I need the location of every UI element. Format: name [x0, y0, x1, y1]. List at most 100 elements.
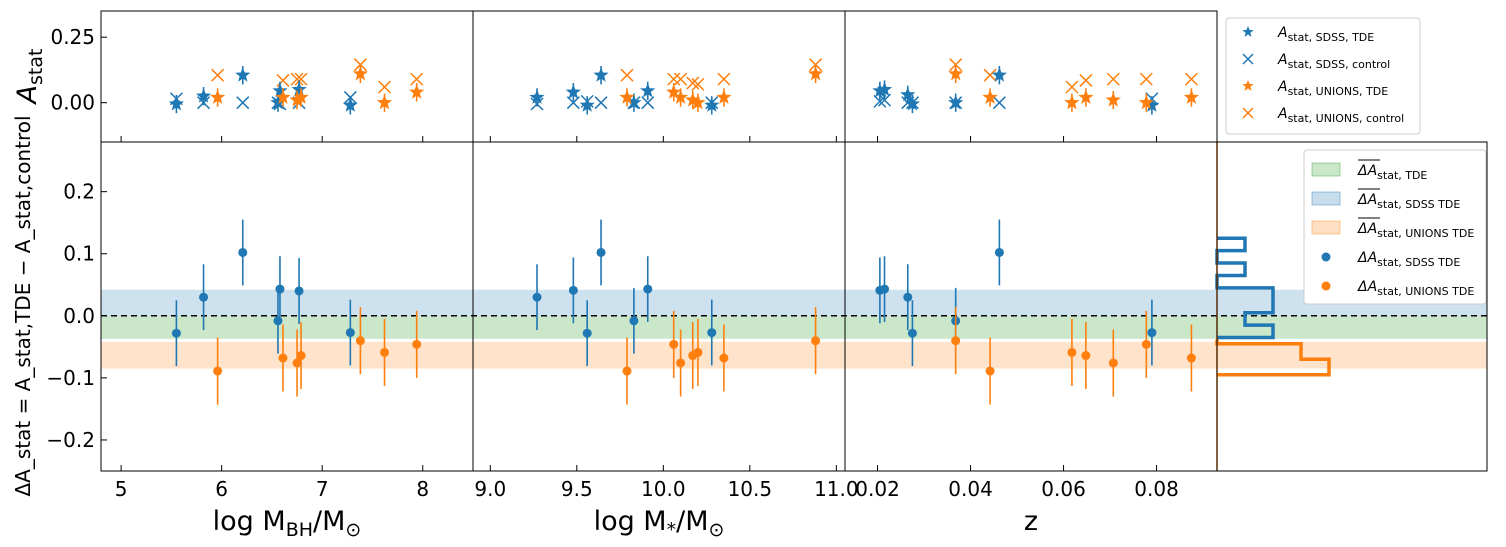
unions-delta-point	[1067, 347, 1077, 357]
unions-tde-star	[1183, 89, 1199, 104]
legend-label-main: ΔA	[1357, 221, 1377, 237]
x-tick-label: 5	[115, 477, 128, 501]
sdss-control-marker	[236, 96, 250, 110]
bottom-y-tick-label: 0.2	[63, 180, 95, 204]
sdss-tde-star	[195, 88, 212, 103]
sdss-delta-point	[907, 328, 917, 338]
band-unions	[101, 341, 1487, 369]
top-frame-mstar	[472, 10, 846, 143]
sdss-delta-point	[994, 247, 1004, 257]
x-stroke	[1065, 80, 1079, 94]
sdss-tde-star	[270, 94, 286, 110]
unions-control-marker	[377, 80, 392, 94]
sdss-control-marker	[566, 96, 580, 110]
unions-delta-point	[951, 336, 961, 346]
legend-label-main: A	[1277, 52, 1288, 68]
unions-control-marker	[211, 68, 225, 82]
unions-tde-star	[210, 89, 226, 104]
unions-tde-star	[619, 89, 635, 104]
x-stroke	[641, 96, 655, 110]
unions-tde-star	[1078, 89, 1094, 104]
sdss-delta-point	[199, 292, 209, 302]
sdss-tde-star	[640, 82, 656, 98]
legend-label-main: ΔA	[1357, 163, 1377, 179]
x-stroke	[1106, 72, 1120, 86]
x-stroke	[674, 72, 688, 86]
unions-tde-star	[352, 65, 368, 81]
legend-label-sub: stat, SDSS TDE	[1377, 256, 1460, 269]
x-stroke	[566, 96, 580, 110]
sdss-tde-star	[593, 67, 609, 82]
unions-control-marker	[276, 73, 290, 87]
sdss-tde-star	[235, 67, 251, 82]
x-axis-title-part: /M	[676, 506, 708, 537]
sdss-tde-star	[904, 96, 920, 111]
x-axis-title-subscript: ⊙	[345, 519, 361, 541]
sdss-control-marker	[594, 96, 608, 110]
legend-label-main: A	[1277, 25, 1288, 41]
legend-band-swatch	[1311, 162, 1341, 177]
sdss-delta-point	[532, 292, 542, 302]
unions-tde-star	[376, 94, 393, 110]
y-title-subscript: stat	[25, 49, 47, 85]
bottom-legend-label: ΔAstat, UNIONS TDE	[1357, 221, 1474, 240]
x-tick-label: 6	[215, 477, 228, 501]
top-frame-z	[844, 10, 1218, 143]
legend-label-sub: stat, SDSS, control	[1288, 58, 1391, 71]
bottom-y-axis-title: ΔA_stat = A_stat,TDE − A_stat,control	[11, 115, 35, 496]
unions-delta-point	[811, 336, 821, 346]
sdss-delta-point	[568, 285, 578, 295]
unions-delta-point	[719, 353, 729, 363]
x-tick-label: 0.06	[1041, 477, 1086, 501]
sdss-tde-star	[565, 84, 581, 99]
sdss-delta-point	[171, 328, 181, 338]
x-tick-label: 10.0	[641, 477, 686, 501]
legend-label-main: ΔA	[1357, 250, 1377, 266]
data-points	[168, 58, 1199, 405]
top-legend-label: Astat, UNIONS, TDE	[1277, 79, 1388, 98]
x-axis-title-part: log M	[213, 506, 286, 537]
unions-delta-point	[676, 358, 686, 368]
mean-delta-bands	[101, 289, 1487, 369]
x-tick-label: 0.04	[948, 477, 993, 501]
sdss-control-marker	[641, 96, 655, 110]
x-stroke	[1184, 72, 1198, 86]
unions-delta-point	[622, 366, 632, 376]
unions-delta-point	[292, 358, 302, 368]
unions-tde-star	[982, 89, 998, 104]
sdss-delta-point	[238, 247, 248, 257]
legend-label-main: A	[1277, 106, 1288, 122]
unions-delta-point	[693, 347, 703, 357]
y-title-part: A	[12, 85, 43, 105]
unions-tde-star	[275, 89, 291, 104]
sdss-tde-star	[704, 97, 720, 112]
legend-label-sub: stat, UNIONS TDE	[1377, 285, 1474, 298]
legend-label-sub: stat, TDE	[1377, 169, 1427, 182]
x-axis-title-mstar: log M*/M⊙	[594, 506, 725, 541]
sdss-tde-star	[900, 86, 916, 102]
unions-control-marker	[410, 72, 424, 86]
x-tick-label: 8	[416, 477, 429, 501]
bottom-legend-label: ΔAstat, TDE	[1357, 163, 1427, 182]
band-tde	[101, 315, 1487, 339]
x-stroke	[290, 72, 304, 86]
sdss-tde-star	[579, 97, 595, 112]
sdss-tde-star	[991, 67, 1007, 82]
sdss-tde-star	[168, 96, 184, 111]
legend-star-marker	[1242, 80, 1254, 91]
x-stroke	[377, 80, 392, 94]
x-axis-title-part: z	[1024, 506, 1038, 537]
unions-delta-point	[1108, 358, 1118, 368]
legend-dot-marker	[1321, 252, 1331, 262]
legend-label-sub: stat, UNIONS TDE	[1377, 227, 1474, 240]
bottom-legend-label: ΔAstat, SDSS TDE	[1357, 192, 1460, 211]
top-y-axis-title: Astat	[12, 49, 47, 106]
x-stroke	[1079, 73, 1093, 87]
x-axis-title-subscript: *	[667, 519, 677, 541]
unions-delta-point	[278, 353, 288, 363]
sdss-delta-point	[1147, 328, 1157, 338]
x-axis-title-mbh: log MBH/M⊙	[213, 506, 362, 541]
x-stroke	[983, 68, 997, 82]
